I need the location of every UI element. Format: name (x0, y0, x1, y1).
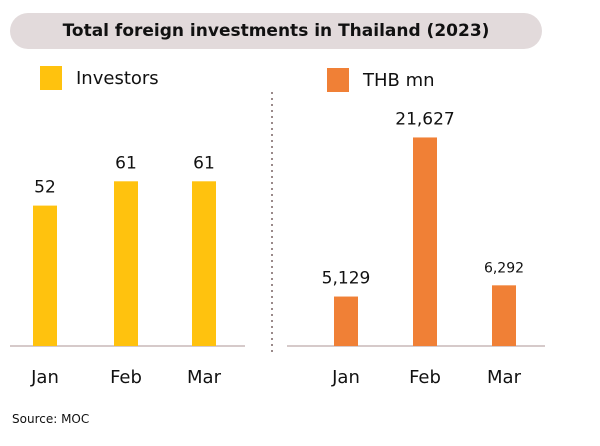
tick-label-investors-mar: Mar (187, 367, 222, 388)
data-label-thb-feb: 21,627 (395, 109, 454, 129)
data-label-thb-mar: 6,292 (484, 260, 524, 276)
bar-thb-feb (413, 137, 437, 346)
bar-thb-jan (334, 296, 358, 346)
data-label-investors-mar: 61 (193, 153, 215, 173)
data-label-thb-jan: 5,129 (322, 269, 371, 289)
bar-investors-jan (33, 205, 57, 346)
legend-label-thb: THB mn (363, 69, 435, 91)
bar-investors-feb (114, 181, 138, 346)
tick-label-investors-jan: Jan (30, 367, 59, 388)
tick-label-thb-mar: Mar (487, 367, 522, 388)
source-note: Source: MOC (12, 412, 90, 426)
tick-label-investors-feb: Feb (110, 367, 142, 388)
bar-thb-mar (492, 285, 516, 346)
data-label-investors-jan: 52 (34, 178, 56, 198)
legend-swatch-investors (40, 66, 62, 90)
chart-title: Total foreign investments in Thailand (2… (10, 13, 542, 49)
legend-swatch-thb (327, 68, 349, 92)
data-label-investors-feb: 61 (115, 153, 137, 173)
legend-label-investors: Investors (76, 67, 159, 89)
tick-label-thb-jan: Jan (331, 367, 360, 388)
tick-label-thb-feb: Feb (409, 367, 441, 388)
legend-thb: THB mn (327, 68, 435, 92)
bar-investors-mar (192, 181, 216, 346)
legend-investors: Investors (40, 66, 159, 90)
